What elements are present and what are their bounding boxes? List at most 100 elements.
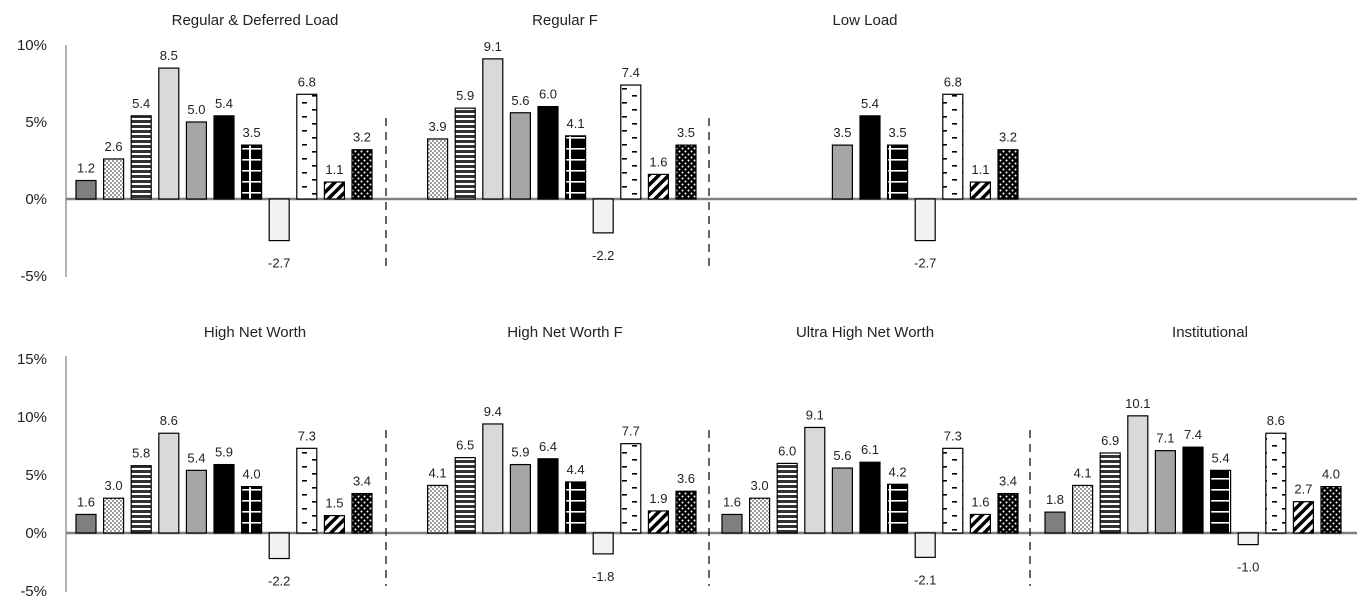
data-label: 1.6 [723, 494, 741, 509]
bar [454, 107, 476, 200]
bar [831, 467, 854, 534]
bar [647, 173, 670, 200]
y-tick-label: 15% [17, 351, 47, 368]
bar [1292, 501, 1315, 534]
bar [1182, 446, 1204, 534]
data-label: 5.0 [187, 102, 205, 117]
data-label: 1.6 [77, 494, 95, 509]
bar [748, 497, 771, 534]
data-label: 1.1 [971, 162, 989, 177]
data-label: 9.1 [484, 39, 502, 54]
bar [997, 149, 1019, 200]
bar [482, 58, 504, 200]
data-label: 3.9 [429, 119, 447, 134]
data-label: 5.9 [456, 88, 474, 103]
y-tick-label: 5% [25, 114, 47, 131]
data-label: 7.3 [298, 428, 316, 443]
y-tick-label: 5% [25, 467, 47, 484]
bar [427, 484, 449, 534]
bar [213, 115, 235, 200]
data-label: 7.1 [1156, 431, 1174, 446]
bar [427, 138, 449, 200]
bar [914, 198, 936, 242]
data-label: 5.9 [511, 445, 529, 460]
panel-title: Regular F [532, 12, 598, 29]
bar [323, 181, 345, 200]
bar [102, 497, 125, 534]
data-label: 4.0 [243, 467, 261, 482]
bar [564, 481, 587, 534]
data-label: 1.9 [649, 491, 667, 506]
data-label: -1.0 [1237, 560, 1259, 575]
data-label: 1.5 [325, 496, 343, 511]
bar [675, 490, 697, 534]
data-label: 5.4 [1212, 450, 1230, 465]
data-label: 3.2 [353, 130, 371, 145]
bar [537, 458, 559, 534]
bar [592, 532, 614, 555]
data-label: 3.4 [353, 474, 371, 489]
bar [241, 486, 263, 534]
data-label: 1.8 [1046, 492, 1064, 507]
bar [914, 532, 936, 558]
panel-title: Institutional [1172, 324, 1248, 341]
data-label: 5.4 [187, 450, 205, 465]
data-label: 6.0 [778, 443, 796, 458]
data-label: 1.6 [649, 154, 667, 169]
bar [185, 469, 207, 534]
data-label: 8.5 [160, 48, 178, 63]
bar [158, 67, 180, 200]
bar [886, 144, 909, 200]
data-label: -2.1 [914, 572, 936, 587]
data-label: 5.4 [215, 96, 233, 111]
panel-title: Low Load [832, 12, 897, 29]
bar [969, 513, 992, 534]
bar [75, 179, 97, 200]
labels-layer: 10% 5% 0% -5% Regular & Deferred Load 1.2 2.6 5… [17, 12, 1340, 600]
bar [213, 463, 235, 534]
data-label: 5.6 [833, 448, 851, 463]
data-label: 6.8 [944, 74, 962, 89]
bar [323, 514, 345, 534]
bar [1320, 486, 1342, 534]
data-label: 3.2 [999, 130, 1017, 145]
data-label: 7.3 [944, 428, 962, 443]
data-label: 4.4 [567, 462, 585, 477]
bar [1237, 532, 1259, 546]
data-label: -2.7 [268, 256, 290, 271]
data-label: 1.6 [971, 494, 989, 509]
y-tick-label: 10% [17, 409, 47, 426]
panel-title: Ultra High Net Worth [796, 324, 934, 341]
data-label: 5.8 [132, 446, 150, 461]
data-label: -2.2 [268, 574, 290, 589]
data-label: 3.6 [677, 471, 695, 486]
panel-title: High Net Worth F [507, 324, 623, 341]
bar [454, 457, 476, 534]
bars-layer [75, 58, 1342, 560]
bar [1044, 511, 1066, 534]
bar [268, 198, 290, 242]
panel-title: Regular & Deferred Load [172, 12, 339, 29]
bar [564, 135, 587, 200]
bar [997, 492, 1019, 534]
bar [1127, 415, 1149, 534]
data-label: 3.5 [677, 125, 695, 140]
bar [509, 112, 531, 200]
data-label: 6.4 [539, 439, 557, 454]
data-label: -2.7 [914, 256, 936, 271]
data-label: 6.9 [1101, 433, 1119, 448]
bar [482, 423, 504, 534]
data-label: -1.8 [592, 569, 614, 584]
data-label: 6.8 [298, 74, 316, 89]
y-tick-label: 10% [17, 37, 47, 54]
bar [158, 432, 180, 534]
bar [1265, 432, 1287, 534]
data-label: 5.6 [511, 93, 529, 108]
data-label: 1.2 [77, 161, 95, 176]
data-label: 4.0 [1322, 467, 1340, 482]
data-label: 4.1 [567, 116, 585, 131]
bar [620, 84, 642, 200]
data-label: 8.6 [1267, 413, 1285, 428]
bar [185, 121, 207, 200]
